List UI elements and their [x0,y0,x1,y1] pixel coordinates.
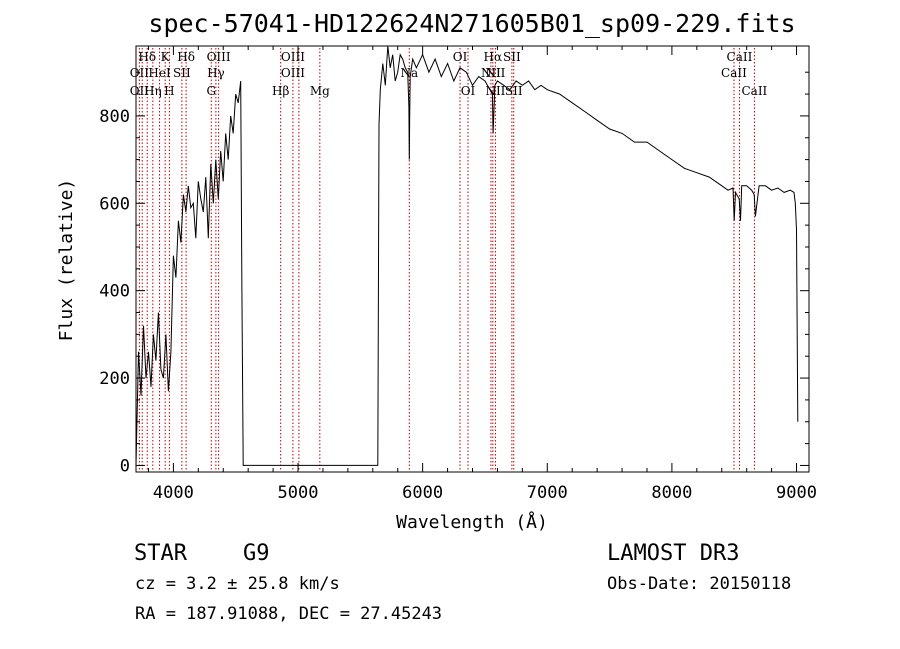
y-tick-label: 400 [99,282,130,302]
plot-frame [135,45,810,473]
line-label: OI [461,84,476,98]
chart-title: spec-57041-HD122624N271605B01_sp09-229.f… [148,9,795,38]
x-tick-label: 9000 [776,483,817,503]
line-label: Hα [484,50,503,64]
line-label: OIII [281,66,305,80]
line-label: Mg [310,84,330,98]
line-label: Hδ [138,50,156,64]
line-label: Hβ [272,84,289,98]
line-label: SII [503,50,521,64]
object-class: STAR [134,541,187,566]
line-label: OI [453,50,468,64]
coordinates: RA = 187.91088, DEC = 27.45243 [135,604,443,624]
object-subclass: G9 [243,541,270,566]
line-label: NII [481,66,501,80]
line-label: K [161,50,171,64]
x-axis-label: Wavelength (Å) [396,511,548,533]
line-label: NII [485,66,505,80]
line-label: OIII [281,50,305,64]
spectrum-line [135,45,799,466]
line-label: NII [485,84,505,98]
line-label: CaII [741,84,767,98]
line-label: Hδ [177,50,195,64]
line-label: H [164,84,174,98]
line-label: OII [130,84,150,98]
x-tick-label: 8000 [651,483,692,503]
y-tick-label: 800 [99,107,130,127]
y-axis-label: Flux (relative) [56,179,77,342]
x-axis-ticks: 4000 5000 6000 7000 8000 9000 [147,46,817,503]
x-tick-label: 5000 [278,483,319,503]
survey-name: LAMOST DR3 [607,541,740,566]
line-label: HeI [148,66,171,80]
line-label: OIII [207,50,231,64]
x-tick-label: 4000 [153,483,194,503]
y-tick-label: 600 [99,194,130,214]
x-tick-label: 6000 [402,483,443,503]
redshift-velocity: cz = 3.2 ± 25.8 km/s [135,574,340,594]
line-marker-layer [138,48,755,472]
line-label: G [206,84,216,98]
x-tick-label: 7000 [527,483,568,503]
line-label: CaII [727,50,753,64]
y-tick-label: 200 [99,369,130,389]
line-label: Na [400,66,418,80]
line-label: SII [505,84,523,98]
observation-date: Obs-Date: 20150118 [607,574,792,594]
line-label: Hγ [207,66,225,80]
line-label: CaII [721,66,747,80]
line-label: Hη [144,84,162,98]
spectrum-chart: spec-57041-HD122624N271605B01_sp09-229.f… [56,9,817,533]
y-axis-ticks: 0 200 400 600 800 [99,71,809,476]
line-label: OII [130,66,150,80]
y-tick-label: 0 [120,456,130,476]
line-label: SII [173,66,191,80]
